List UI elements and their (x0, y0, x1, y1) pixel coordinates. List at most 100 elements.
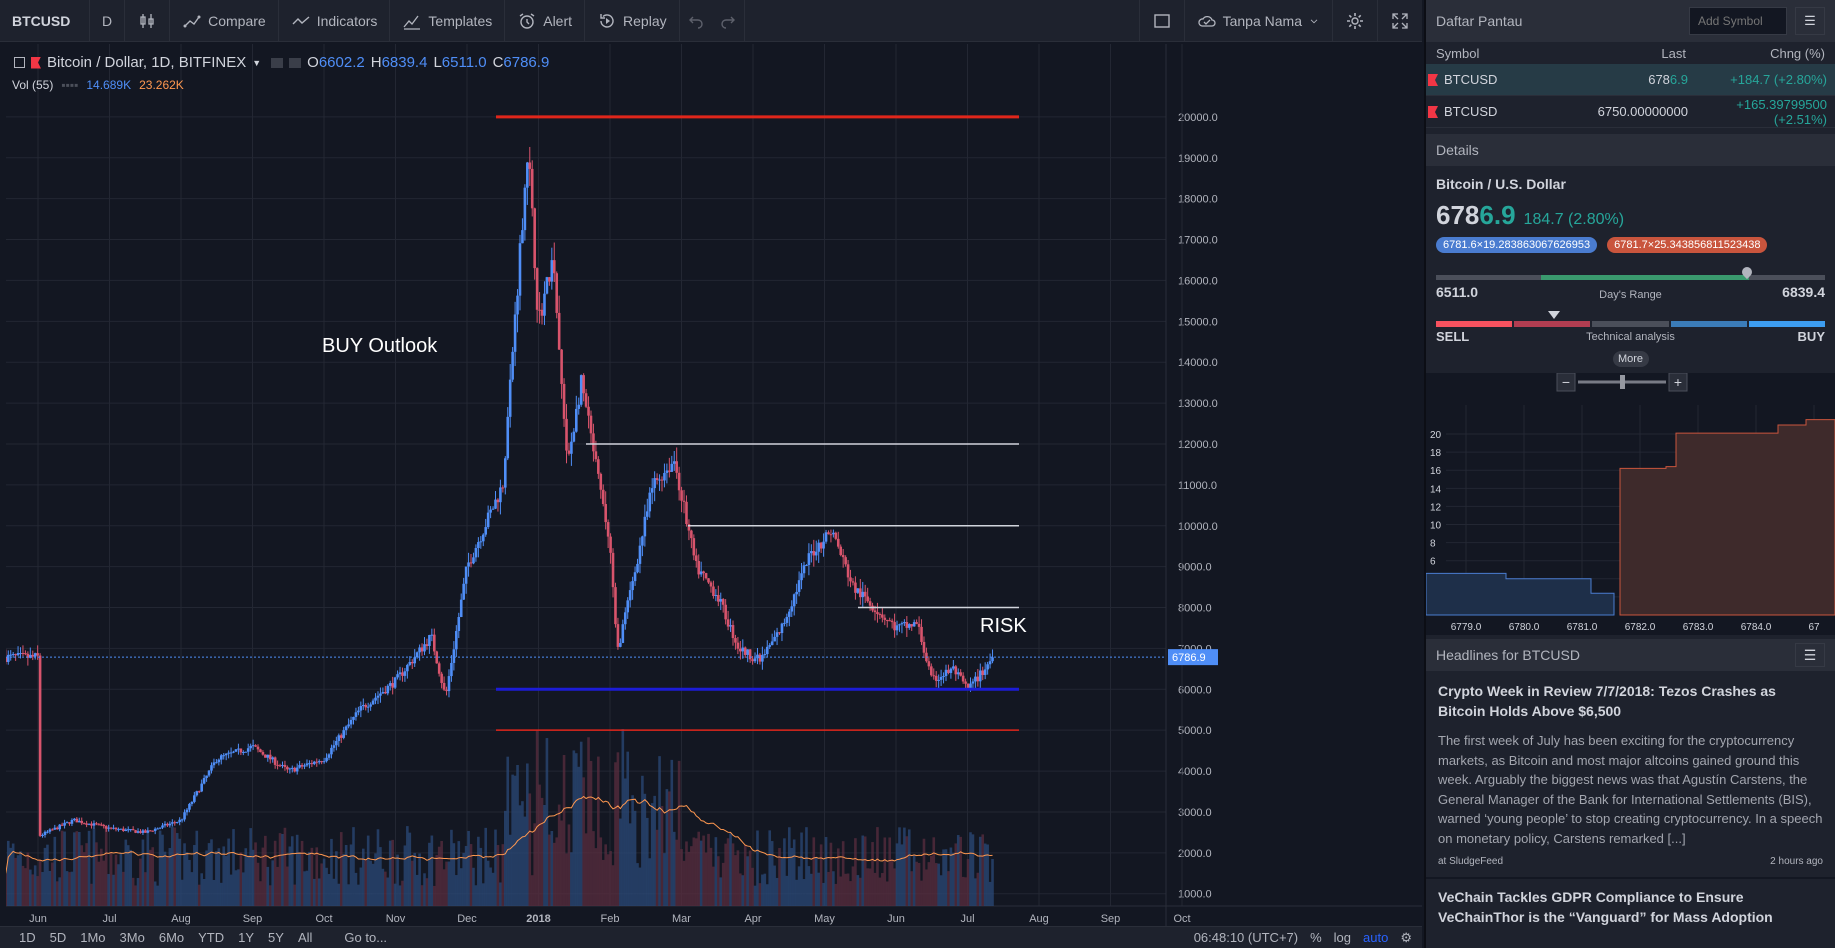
chart-pane[interactable]: 1000.02000.03000.04000.05000.06000.07000… (6, 44, 1422, 936)
add-symbol-input[interactable] (1689, 7, 1787, 35)
candle-body (119, 828, 123, 830)
range-button[interactable]: 6Mo (158, 930, 185, 945)
undo-button[interactable] (680, 0, 712, 41)
range-button[interactable]: 3Mo (119, 930, 145, 945)
volume-bar (822, 882, 825, 906)
news-title[interactable]: VeChain Tackles GDPR Compliance to Ensur… (1438, 889, 1773, 925)
flag-icon[interactable] (31, 56, 41, 69)
candle-body (768, 645, 772, 647)
collapse-legend-icon[interactable] (14, 57, 25, 68)
templates-button[interactable]: Templates (390, 0, 506, 41)
volume-bar (327, 874, 331, 906)
news-item[interactable]: VeChain Tackles GDPR Compliance to Ensur… (1426, 877, 1835, 935)
volume-bar (126, 845, 130, 906)
range-button[interactable]: YTD (198, 930, 225, 945)
gear-icon[interactable]: ⚙ (1400, 929, 1412, 945)
compare-button[interactable]: Compare (170, 0, 279, 41)
volume-bar (790, 847, 794, 906)
news-item[interactable]: Crypto Week in Review 7/7/2018: Tezos Cr… (1426, 671, 1835, 877)
x-tick-label: Jun (29, 913, 47, 925)
gauge-bars (1436, 321, 1825, 327)
close-label: C (492, 54, 504, 71)
col-symbol[interactable]: Symbol (1436, 45, 1480, 61)
volume-bar (731, 843, 735, 906)
volume-bar (386, 877, 390, 906)
chevron-down-icon[interactable]: ▼ (252, 57, 262, 68)
high-value: 6839.4 (381, 54, 428, 71)
symbol-search-button[interactable]: BTCUSD (0, 0, 90, 41)
volume-legend: Vol (55) ▪▪▪▪ 14.689K 23.262K (12, 78, 184, 92)
candle-body (388, 683, 392, 686)
volume-bar (795, 879, 798, 906)
candle-body (26, 653, 30, 658)
range-button[interactable]: 5Y (268, 930, 284, 945)
indicators-button[interactable]: Indicators (279, 0, 391, 41)
log-scale-toggle[interactable]: log (1333, 930, 1352, 945)
col-last[interactable]: Last (1661, 45, 1686, 61)
technical-analysis-label: Technical analysis (1586, 331, 1675, 343)
chart-annotation[interactable]: RISK (980, 615, 1027, 637)
volume-bar (479, 847, 483, 906)
flag-icon[interactable] (1428, 106, 1438, 118)
range-button[interactable]: 5D (49, 930, 67, 945)
legend-title[interactable]: Bitcoin / Dollar, 1D, BITFINEX (47, 54, 247, 71)
volume-bar (614, 762, 617, 906)
watchlist-menu-button[interactable]: ☰ (1795, 7, 1825, 35)
candle-body (905, 622, 909, 628)
depth-chart[interactable]: 20181614121086426779.06780.06781.06782.0… (1425, 372, 1835, 635)
price-chart[interactable]: 1000.02000.03000.04000.05000.06000.07000… (6, 44, 1422, 926)
headlines-menu-button[interactable]: ☰ (1795, 643, 1825, 667)
goto-button[interactable]: Go to... (344, 930, 388, 945)
candle-body (428, 635, 431, 647)
candle-body (222, 755, 226, 757)
more-button[interactable]: More (1612, 351, 1649, 367)
legend-hide-icon[interactable] (289, 57, 302, 68)
volume-bar (330, 838, 333, 906)
alert-button[interactable]: Alert (505, 0, 586, 41)
col-chg[interactable]: Chng (%) (1770, 45, 1825, 61)
fullscreen-mode-button[interactable] (1138, 0, 1185, 41)
chart-annotation[interactable]: BUY Outlook (322, 335, 438, 357)
candle-body (555, 273, 559, 313)
candle-body (6, 654, 10, 662)
layout-name-button[interactable]: Tanpa Nama (1185, 0, 1333, 41)
legend-settings-icon[interactable] (271, 57, 284, 68)
volume-bar (43, 847, 47, 906)
range-button[interactable]: 1Y (238, 930, 255, 945)
flag-icon[interactable] (1428, 74, 1438, 86)
auto-scale-toggle[interactable]: auto (1363, 930, 1389, 945)
range-button[interactable]: All (297, 930, 313, 945)
watchlist-row[interactable]: BTCUSD 6750.00000000 +165.39799500 (+2.5… (1426, 96, 1835, 128)
volume-controls-icon[interactable]: ▪▪▪▪ (61, 78, 79, 92)
range-button[interactable]: 1D (19, 930, 36, 945)
expand-button[interactable] (1378, 0, 1422, 41)
range-button[interactable]: 1Mo (80, 930, 106, 945)
chart-type-button[interactable] (125, 0, 171, 41)
replay-button[interactable]: Replay (585, 0, 680, 41)
percent-scale-toggle[interactable]: % (1310, 930, 1322, 945)
candle-body (780, 623, 784, 634)
volume-bar (944, 849, 948, 906)
candles-icon (140, 13, 154, 28)
volume-title[interactable]: Vol (55) (12, 78, 54, 92)
candle-body (697, 560, 701, 575)
candle-body (849, 577, 852, 582)
candle-body (638, 545, 642, 564)
interval-button[interactable]: D (90, 0, 126, 41)
details-header[interactable]: Details (1426, 134, 1835, 166)
candle-body (14, 654, 17, 656)
candle-body (783, 622, 786, 624)
watchlist-change: +165.39799500 (+2.51%) (1736, 96, 1827, 127)
watchlist-row[interactable]: BTCUSD 6786.9 +184.7 (+2.80%) (1426, 64, 1835, 96)
volume-bar (836, 848, 840, 906)
x-tick-label: Jun (887, 913, 905, 925)
watchlist-title[interactable]: Daftar Pantau (1436, 13, 1523, 29)
redo-button[interactable] (712, 0, 745, 41)
clock-label[interactable]: 06:48:10 (UTC+7) (1193, 930, 1299, 945)
y-tick-label: 5000.0 (1178, 725, 1212, 737)
news-title[interactable]: Crypto Week in Review 7/7/2018: Tezos Cr… (1438, 683, 1776, 719)
settings-button[interactable] (1333, 0, 1378, 41)
volume-bar (65, 871, 69, 906)
candle-body (567, 450, 571, 454)
x-tick-label: Jul (102, 913, 116, 925)
